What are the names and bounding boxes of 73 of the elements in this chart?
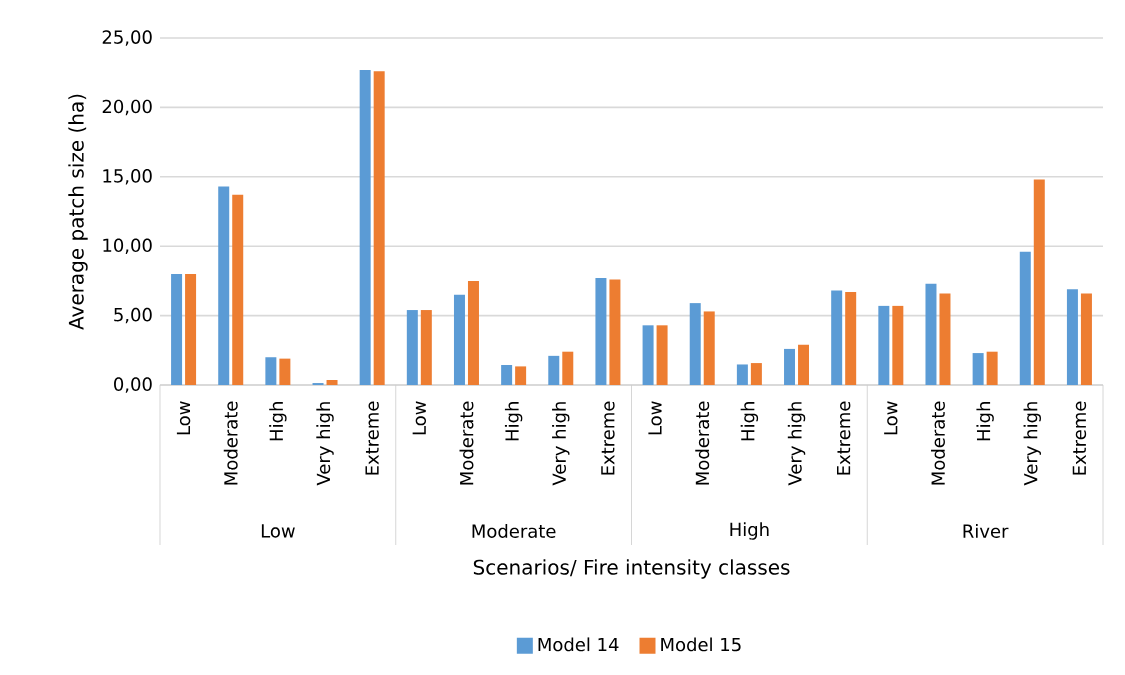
y-tick-label: 10,00: [103, 238, 152, 254]
bar: [562, 351, 574, 385]
bar: [784, 348, 796, 385]
bar: [359, 69, 371, 385]
x-tick-label: Moderate: [931, 401, 945, 485]
y-tick-label: 20,00: [102, 99, 152, 116]
text: Low: [261, 524, 295, 538]
bar: [218, 186, 230, 385]
legend-label: Model 15: [661, 637, 741, 652]
bar: [831, 290, 843, 385]
bar: [265, 357, 277, 385]
bar: [656, 325, 668, 385]
text: River: [963, 524, 1009, 538]
bar: [642, 325, 654, 385]
x-tick-label: High: [740, 402, 759, 441]
bar: [467, 280, 479, 385]
x-tick-label: Extreme: [837, 401, 851, 475]
x-tick-label: Extreme: [1072, 401, 1087, 475]
bar: [171, 273, 183, 385]
y-axis-title: Average patch size (ha): [68, 94, 88, 330]
x-tick-label: Low: [648, 401, 662, 435]
x-tick-label: Extreme: [601, 401, 615, 475]
x-tick-label: High: [269, 402, 287, 441]
bar: [1080, 293, 1092, 385]
bar: [232, 194, 244, 385]
bar: [1019, 251, 1031, 385]
x-tick-label: Moderate: [459, 401, 474, 485]
bar: [689, 303, 701, 385]
bar: [845, 292, 857, 385]
text: High: [730, 522, 769, 540]
bar: [515, 366, 527, 385]
x-tick-label: Very high: [1023, 402, 1041, 486]
bar: [878, 305, 890, 385]
bar: [420, 310, 432, 385]
bar: [609, 279, 621, 385]
x-tick-label: Low: [176, 401, 191, 435]
x-tick-label: Very high: [552, 402, 570, 486]
y-tick-label: 15,00: [103, 169, 152, 185]
bar: [406, 310, 418, 385]
x-tick-label: Low: [412, 401, 427, 435]
bar: [185, 273, 197, 385]
y-tick-label: 0,00: [114, 377, 152, 393]
x-tick-label: Low: [884, 401, 898, 435]
x-tick-label: Extreme: [365, 401, 379, 475]
x-tick-label: High: [504, 402, 523, 441]
x-tick-label: High: [976, 402, 994, 441]
bar: [373, 71, 385, 385]
bar: [972, 353, 984, 385]
y-tick-label: 25,00: [102, 30, 152, 46]
bar: [892, 305, 904, 385]
bar: [939, 293, 951, 385]
x-tick-label: Moderate: [223, 401, 238, 485]
bar: [736, 364, 748, 385]
bar: [1033, 179, 1045, 385]
x-tick-label: Moderate: [695, 401, 710, 485]
bar: [453, 294, 465, 385]
x-tick-label: Very high: [316, 402, 334, 486]
bar: [548, 355, 560, 385]
bar: [703, 311, 715, 385]
bar: [798, 344, 810, 385]
bar: [986, 351, 998, 385]
y-tick-label: 5,00: [114, 307, 152, 324]
x-axis-title: Scenarios/ Fire intensity classes: [473, 559, 790, 579]
bar: [1066, 289, 1078, 385]
text: Moderate: [472, 524, 556, 538]
bar: [750, 363, 762, 385]
bar: [925, 283, 937, 385]
bar: [501, 365, 513, 385]
bar: [279, 358, 291, 385]
bar: [326, 380, 338, 385]
legend-label: Model 14: [538, 637, 619, 652]
x-tick-label: Very high: [787, 402, 806, 486]
bar: [595, 278, 607, 385]
